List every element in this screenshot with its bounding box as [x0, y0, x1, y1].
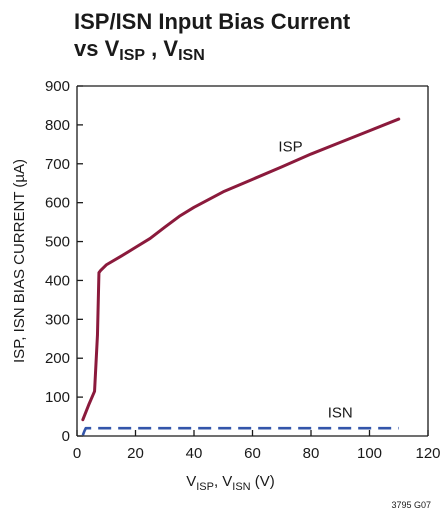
x-tick-label: 80: [303, 445, 320, 462]
x-axis-title: VISP, VISN (V): [186, 473, 275, 493]
y-tick-label: 800: [45, 117, 70, 134]
series-label-isp: ISP: [278, 138, 302, 155]
x-tick-label: 40: [186, 445, 203, 462]
y-tick-label: 700: [45, 156, 70, 173]
y-tick-label: 200: [45, 350, 70, 367]
y-tick-label: 400: [45, 272, 70, 289]
x-tick-label: 60: [244, 445, 261, 462]
x-axis-title-subscript: ISN: [232, 481, 250, 493]
series-line-isp: [81, 117, 401, 422]
series: [81, 117, 401, 436]
y-axis-title: ISP, ISN BIAS CURRENT (µA): [11, 159, 28, 363]
x-axis-title-group: VISP, VISN (V): [186, 473, 275, 493]
y-tick-label: 0: [62, 428, 70, 445]
x-tick-label: 100: [357, 445, 382, 462]
y-tick-label: 100: [45, 389, 70, 406]
title-line-2: vs VISP , VISN: [74, 36, 205, 64]
x-axis-title-part: V: [186, 473, 196, 490]
x-axis-title-part: (V): [251, 473, 275, 490]
x-tick-label: 0: [73, 445, 81, 462]
chart-title: ISP/ISN Input Bias Current vs VISP , VIS…: [74, 8, 351, 64]
series-line-isn: [81, 426, 399, 436]
title-line-1: ISP/ISN Input Bias Current: [74, 9, 351, 34]
y-tick-label: 500: [45, 234, 70, 251]
x-axis-title-subscript: ISP: [196, 481, 214, 493]
x-tick-label: 120: [415, 445, 440, 462]
series-label-isn: ISN: [328, 405, 353, 422]
annotations: ISP ISN: [278, 138, 352, 421]
x-axis-title-part: , V: [214, 473, 232, 490]
x-tick-label: 20: [127, 445, 144, 462]
axes: [76, 85, 429, 437]
ticks: 0 100 200 300 400 500 600 700 800 900 0 20 40 60 80 100…: [45, 78, 440, 462]
figure-id: 3795 G07: [391, 500, 431, 510]
y-tick-label: 300: [45, 311, 70, 328]
y-tick-label: 600: [45, 195, 70, 212]
y-tick-label: 900: [45, 78, 70, 95]
y-axis-title-group: ISP, ISN BIAS CURRENT (µA): [11, 159, 28, 363]
